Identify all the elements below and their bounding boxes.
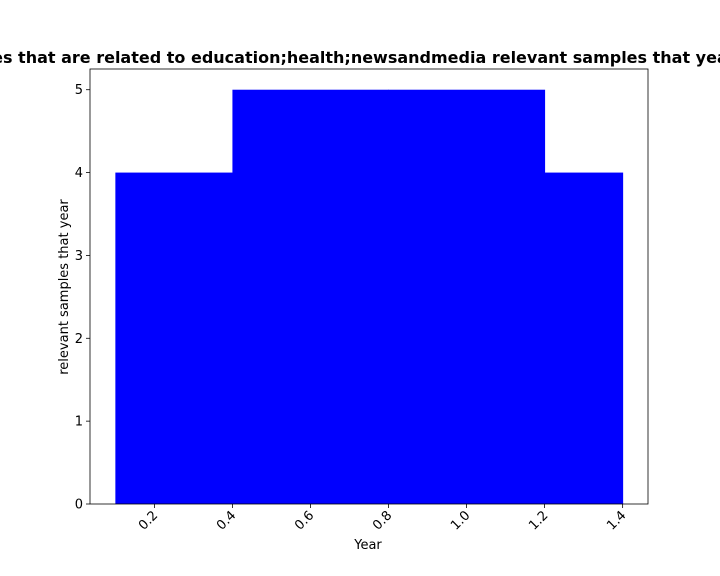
y-axis: 0 1 2 3 4 5 (75, 83, 90, 513)
y-tick-label: 5 (75, 83, 83, 98)
y-tick-label: 3 (75, 249, 83, 264)
x-tick-label: 1.0 (448, 508, 473, 533)
bars-group (115, 89, 624, 505)
chart-title: Number of samples that are related to ed… (0, 48, 720, 67)
bar-0 (115, 172, 233, 505)
bar-2 (388, 89, 546, 504)
x-axis: 0.2 0.4 0.6 0.8 1.0 1.2 1.4 (136, 504, 629, 533)
x-tick-label: 0.8 (370, 508, 395, 533)
y-axis-label: relevant samples that year (57, 199, 72, 375)
x-tick-label: 1.2 (526, 508, 551, 533)
plot-frame (89, 68, 649, 505)
x-tick-label: 0.4 (214, 508, 239, 533)
x-tick-label: 1.4 (604, 508, 629, 533)
y-tick-label: 4 (75, 166, 83, 181)
bar-1 (232, 89, 390, 504)
y-tick-label: 0 (75, 498, 83, 513)
bar-3 (544, 172, 624, 505)
x-tick-label: 0.2 (136, 508, 161, 533)
y-tick-label: 2 (75, 332, 83, 347)
y-tick-label: 1 (75, 415, 83, 430)
x-axis-label: Year (353, 538, 382, 553)
x-tick-label: 0.6 (292, 508, 317, 533)
